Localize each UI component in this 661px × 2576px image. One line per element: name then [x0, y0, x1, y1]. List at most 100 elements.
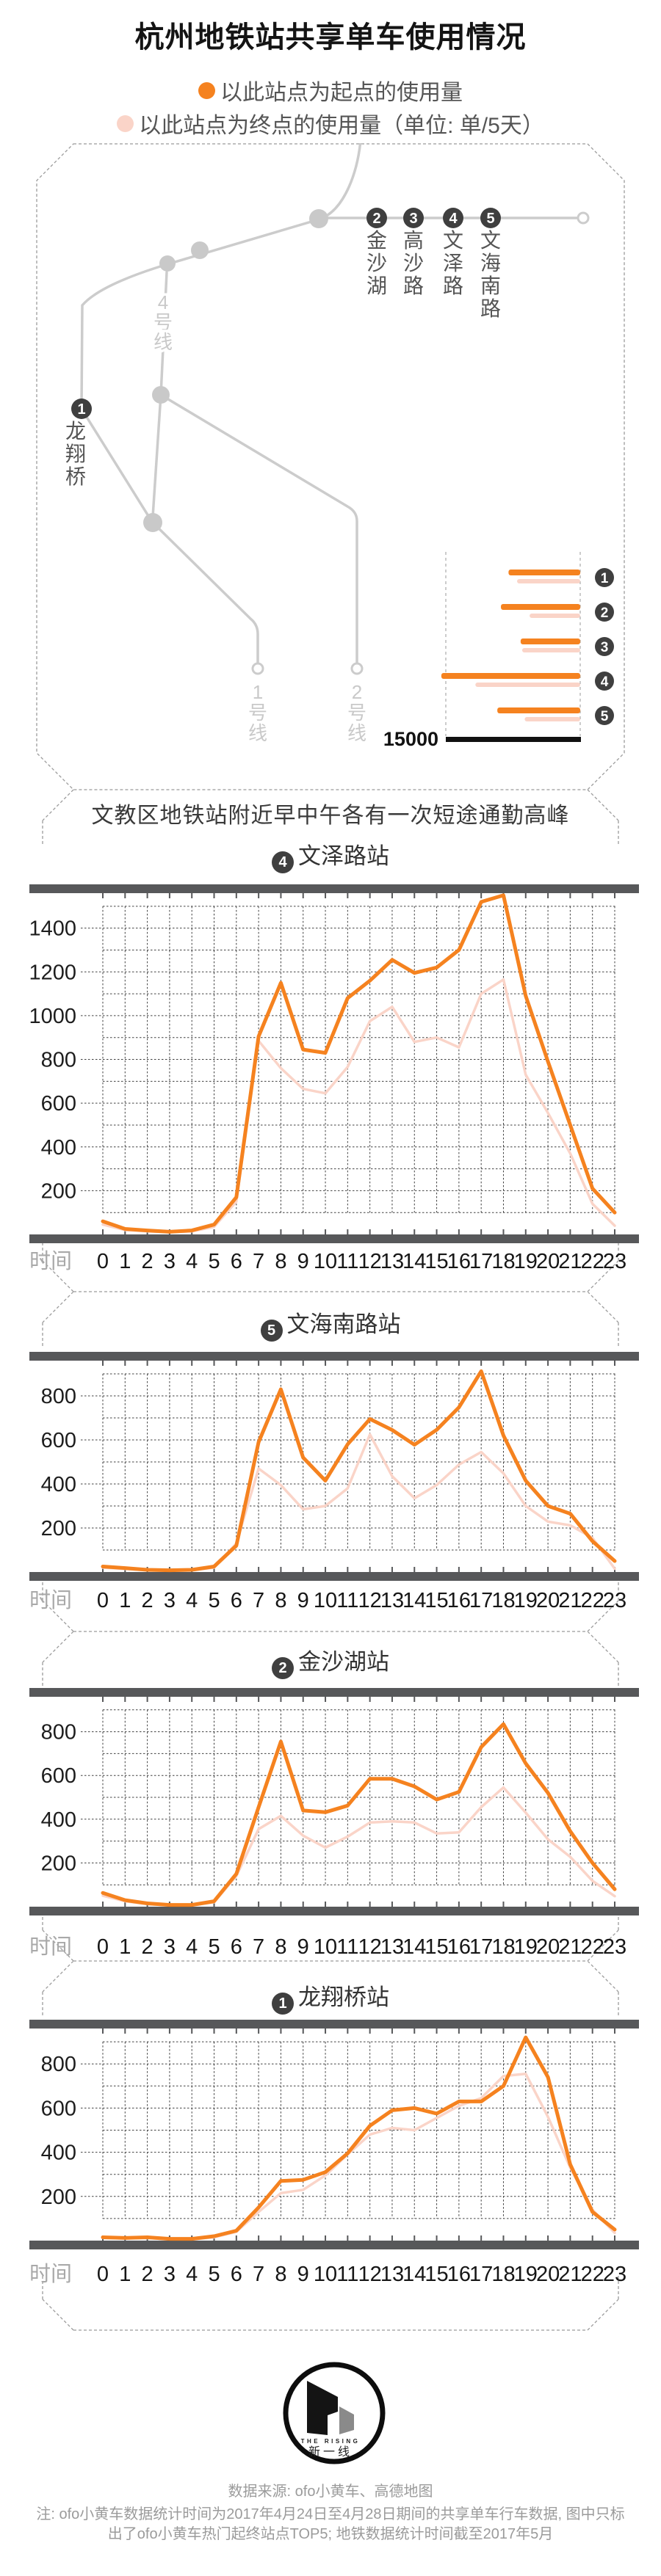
svg-text:18: 18: [491, 1250, 515, 1273]
svg-text:5: 5: [208, 2263, 220, 2286]
svg-text:19: 19: [514, 1935, 538, 1959]
svg-text:17: 17: [469, 1250, 493, 1273]
svg-text:19: 19: [514, 1250, 538, 1273]
svg-text:9: 9: [297, 1935, 309, 1959]
station-labels: 龙翔桥 金沙湖 高沙路 文泽路 文海南路: [65, 229, 501, 488]
legend-start-label: 以此站点为起点的使用量: [220, 81, 463, 105]
svg-text:18: 18: [491, 1589, 515, 1612]
y-axis-labels: 200 400 600 800: [41, 1721, 76, 1876]
station-badge-4: 4: [449, 211, 458, 227]
svg-text:600: 600: [41, 1429, 76, 1452]
bar-badge-circle-5: [595, 706, 614, 725]
svg-text:3: 3: [164, 1935, 176, 1959]
y-axis-labels: 200 400 600 800: [41, 1385, 76, 1540]
bar-badge-num-3: 3: [601, 640, 609, 655]
bottom-axis-bar: [29, 1907, 639, 1915]
metro-map: 1 2 3 4 5 龙翔桥 金沙湖 高沙路 文泽路 文海南路 4 号线 1 号线 2…: [65, 143, 614, 750]
logo-top-text: THE RISING: [301, 2438, 361, 2445]
axis-ticks: [102, 1361, 615, 1572]
line-label-1: 1 号线: [248, 681, 267, 744]
end-series-line: [101, 978, 616, 1234]
svg-text:0: 0: [97, 1589, 109, 1612]
svg-text:21: 21: [558, 2263, 582, 2286]
svg-text:1: 1: [119, 1250, 131, 1273]
svg-text:20: 20: [536, 1589, 560, 1612]
y-axis-labels: 200 400 600 800 1000 1200 1400: [29, 917, 76, 1204]
bar-badge-circle-4: [595, 672, 614, 691]
bar-start-2: [501, 604, 580, 610]
svg-text:600: 600: [41, 1764, 76, 1788]
svg-text:4: 4: [186, 1935, 198, 1959]
svg-text:12: 12: [358, 1589, 382, 1612]
svg-text:5: 5: [208, 1589, 220, 1612]
start-legend-dot-icon: [198, 81, 215, 99]
svg-text:21: 21: [558, 1250, 582, 1273]
y-axis-labels: 200 400 600 800: [41, 2053, 76, 2209]
bar-start-1: [508, 570, 580, 575]
top-axis-bar: [29, 1352, 639, 1361]
svg-text:8: 8: [275, 1250, 286, 1273]
svg-text:800: 800: [41, 1049, 76, 1072]
grid: [81, 906, 616, 1213]
svg-text:10: 10: [314, 1250, 337, 1273]
top-axis-bar: [29, 1688, 639, 1697]
svg-text:16: 16: [447, 1250, 471, 1273]
legend-end-label: 以此站点为终点的使用量（单位: 单/5天）: [139, 114, 544, 138]
svg-text:2: 2: [142, 2263, 153, 2286]
axis-ticks: [102, 1697, 615, 1907]
svg-text:2: 2: [142, 1935, 153, 1959]
svg-text:14: 14: [402, 1589, 426, 1612]
svg-text:22: 22: [581, 1589, 604, 1612]
svg-text:12: 12: [358, 1935, 382, 1959]
logo-bottom-text: 新一线: [308, 2445, 353, 2459]
publisher-logo: THE RISING 新一线: [283, 2362, 386, 2464]
x-axis-title: 时间: [29, 2262, 72, 2286]
end-series-line: [101, 1786, 616, 1907]
svg-text:18: 18: [491, 1935, 515, 1959]
bar-end-2: [530, 614, 580, 618]
chart-title-text: 文泽路站: [298, 843, 389, 869]
metro-line-1-path: [80, 143, 362, 665]
svg-text:8: 8: [275, 1589, 286, 1612]
bar-start-3: [520, 638, 580, 644]
svg-text:17: 17: [469, 2263, 493, 2286]
chart-title-text: 龙翔桥站: [298, 1984, 389, 2010]
axis-ticks: [102, 893, 615, 1234]
svg-text:13: 13: [380, 1935, 404, 1959]
end-series-line: [101, 2072, 616, 2241]
svg-text:20: 20: [536, 1250, 560, 1273]
svg-text:13: 13: [380, 2263, 404, 2286]
bar-badge-circle-1: [595, 568, 614, 587]
bar-badge-num-1: 1: [601, 571, 609, 586]
svg-text:14: 14: [402, 1935, 426, 1959]
svg-text:17: 17: [469, 1935, 493, 1959]
bar-chart-axis-max-label: 15000: [383, 728, 438, 750]
svg-text:11: 11: [336, 1250, 358, 1273]
svg-text:600: 600: [41, 1092, 76, 1116]
x-axis-title: 时间: [29, 1935, 72, 1959]
bar-end-4: [475, 683, 580, 687]
svg-text:200: 200: [41, 1517, 76, 1540]
svg-text:400: 400: [41, 1136, 76, 1160]
end-legend-dot-icon: [117, 114, 134, 132]
grid: [81, 2041, 616, 2219]
svg-text:22: 22: [581, 2263, 604, 2286]
line-label-2: 2 号线: [347, 681, 366, 744]
svg-text:9: 9: [297, 1589, 309, 1612]
station-badges: 1 2 3 4 5: [71, 208, 501, 419]
svg-text:12: 12: [358, 2263, 382, 2286]
start-series-line: [101, 893, 617, 1234]
metro-line-labels: 4 号线 1 号线 2 号线: [151, 289, 369, 747]
svg-text:2: 2: [142, 1589, 153, 1612]
metro-line-2-path: [159, 393, 358, 665]
chart-title-text: 金沙湖站: [298, 1649, 389, 1675]
separator-2: [42, 1577, 619, 1686]
